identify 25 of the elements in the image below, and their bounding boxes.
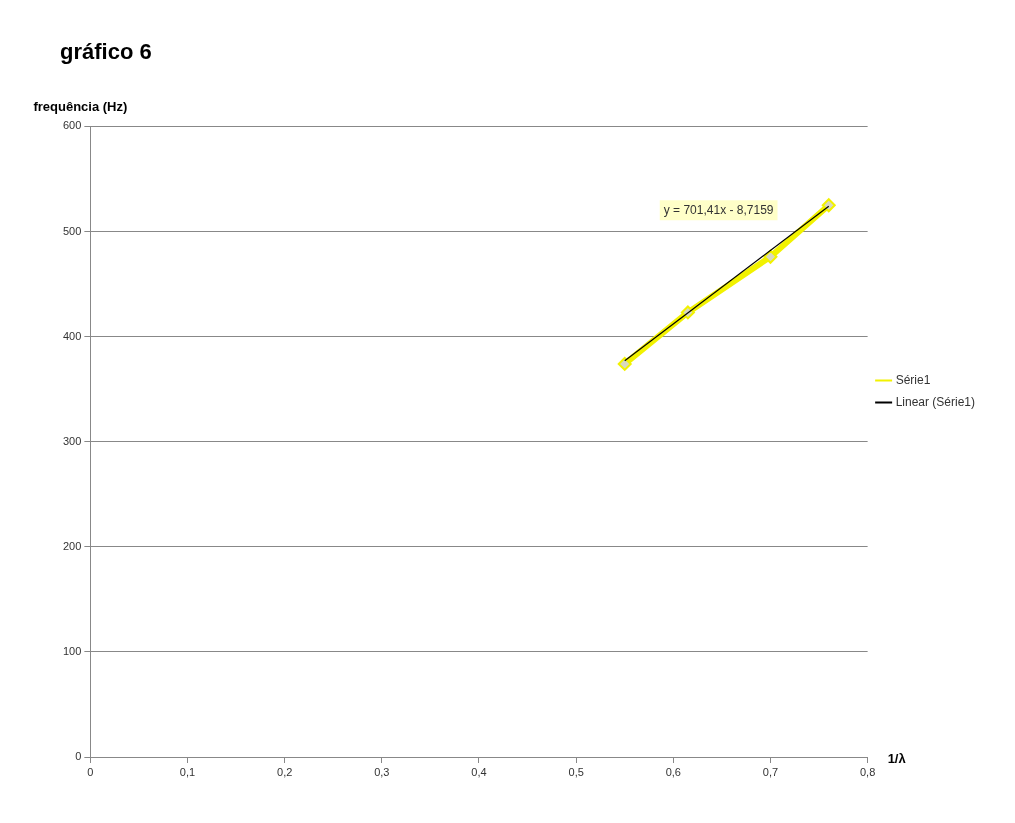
point xyxy=(821,198,836,213)
x-tick-label: 0,5 xyxy=(568,765,584,778)
x-tick-label: 0,7 xyxy=(762,765,779,778)
annotation: y = 701,41x - 8,7159 xyxy=(663,202,774,217)
x-tick-label: 0,8 xyxy=(859,765,876,778)
x-tick-label: 0,3 xyxy=(374,765,390,778)
y-tick-label: 0 xyxy=(75,750,82,763)
y-axis-title: frequência (Hz) xyxy=(33,99,128,115)
y-tick-label: 600 xyxy=(62,119,82,132)
legend-label: Série1 xyxy=(895,372,931,387)
x-tick-label: 0,4 xyxy=(471,765,487,778)
x-tick-label: 0 xyxy=(87,765,94,778)
y-tick-label: 300 xyxy=(62,434,82,447)
x-tick-label: 0,2 xyxy=(277,765,293,778)
point xyxy=(763,249,778,264)
legend-label: Linear (Série1) xyxy=(895,394,975,409)
y-tick-label: 500 xyxy=(62,224,82,237)
y-tick-label: 100 xyxy=(62,644,82,657)
x-tick-label: 0,6 xyxy=(665,765,681,778)
x-axis-title: 1/λ xyxy=(887,750,907,766)
x-tick-label: 0,1 xyxy=(179,765,196,778)
chart-title: gráfico 6 xyxy=(60,39,152,65)
y-tick-label: 400 xyxy=(62,329,82,342)
point xyxy=(617,356,632,371)
y-tick-label: 200 xyxy=(62,539,82,552)
